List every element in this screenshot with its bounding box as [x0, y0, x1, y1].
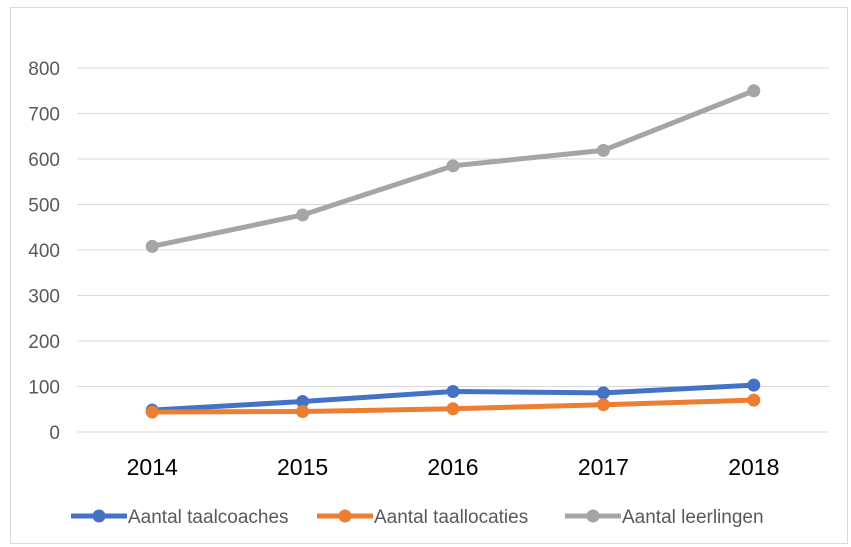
legend-label: Aantal taallocaties: [374, 507, 528, 528]
legend-dot-marker: [92, 509, 106, 523]
data-point: [446, 385, 460, 399]
chart-frame: [10, 7, 848, 544]
legend-label: Aantal taalcoaches: [128, 507, 289, 528]
data-point: [145, 405, 159, 419]
data-point: [596, 143, 610, 157]
legend-item-0[interactable]: Aantal taalcoaches: [71, 507, 289, 528]
data-point: [747, 393, 761, 407]
y-tick-label: 800: [28, 59, 60, 80]
legend-dot-marker: [338, 509, 352, 523]
y-tick-label: 400: [28, 241, 60, 262]
data-point: [296, 395, 310, 409]
data-point: [747, 378, 761, 392]
y-tick-label: 600: [28, 150, 60, 171]
x-tick-label: 2017: [578, 454, 629, 480]
y-axis-ticks: 0 100 200 300 400 500 600 700 800: [28, 59, 60, 444]
y-tick-label: 200: [28, 332, 60, 353]
legend-item-2[interactable]: Aantal leerlingen: [565, 507, 764, 528]
legend-label: Aantal leerlingen: [622, 507, 764, 528]
series-1: [145, 393, 761, 419]
y-tick-label: 100: [28, 378, 60, 399]
data-point: [296, 208, 310, 222]
y-tick-label: 300: [28, 287, 60, 308]
legend[interactable]: Aantal taalcoaches Aantal taallocaties Aan…: [71, 507, 764, 528]
data-point: [596, 398, 610, 412]
gridlines: [77, 67, 829, 433]
x-tick-label: 2014: [127, 454, 178, 480]
x-tick-label: 2018: [728, 454, 779, 480]
y-tick-label: 0: [49, 423, 60, 444]
y-tick-label: 500: [28, 196, 60, 217]
legend-item-1[interactable]: Aantal taallocaties: [317, 507, 528, 528]
data-point: [296, 405, 310, 419]
data-point: [145, 239, 159, 253]
series-0: [145, 378, 761, 417]
data-point: [596, 386, 610, 400]
x-tick-label: 2015: [277, 454, 328, 480]
data-point: [446, 402, 460, 416]
y-tick-label: 700: [28, 105, 60, 126]
data-point: [446, 159, 460, 173]
x-axis-ticks: 2014 2015 2016 2017 2018: [127, 454, 780, 480]
legend-dot-marker: [586, 509, 600, 523]
series-layer: [145, 84, 761, 419]
data-point: [747, 84, 761, 98]
series-2: [145, 84, 761, 253]
x-tick-label: 2016: [427, 454, 478, 480]
